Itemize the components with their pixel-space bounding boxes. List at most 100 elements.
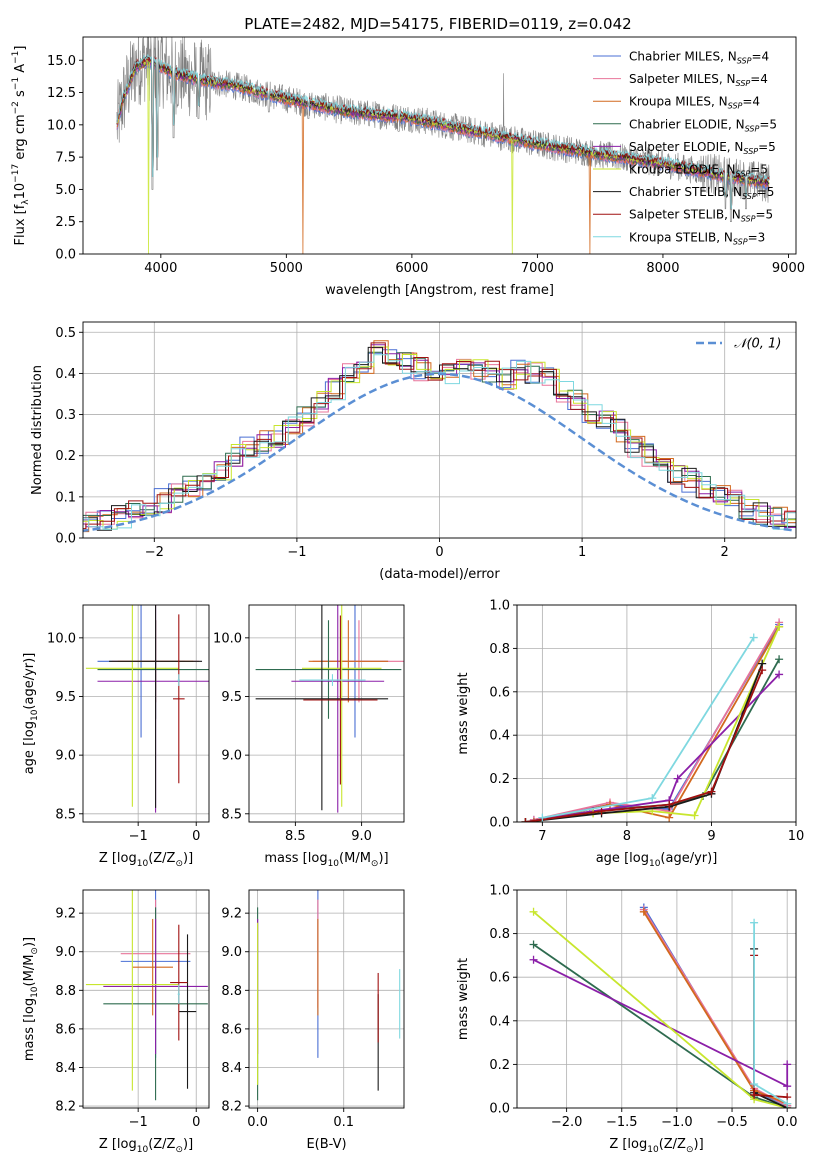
y-tick-label: 8.5 [55, 807, 76, 822]
x-tick-label: −2.0 [551, 1115, 583, 1130]
y-axis-label-part: 10 [30, 709, 40, 721]
x-tick-label: 8 [623, 829, 631, 844]
y-axis-label: mass weight [456, 672, 471, 754]
mass-weight-marker [673, 774, 682, 783]
y-axis-label-part: mass [log [22, 998, 37, 1061]
x-tick-label: 0.1 [333, 1115, 354, 1130]
y-axis-label-part: A [13, 64, 28, 77]
mass-weight-marker [639, 907, 648, 916]
y-axis-label-part: (age/yr)] [22, 653, 37, 710]
mass-weight-marker [750, 1090, 759, 1099]
axes-frame [82, 36, 797, 255]
legend-label-part: =3 [748, 230, 766, 244]
x-axis-label: Z [log10(Z/Z⊙)] [609, 1137, 703, 1155]
mass-weight-marker [758, 666, 767, 675]
mass-weight-marker [783, 1060, 792, 1069]
y-tick-label: 1.0 [489, 599, 510, 614]
histogram-series [83, 349, 796, 535]
y-tick-label: 7.5 [55, 151, 76, 166]
y-tick-label: 8.5 [221, 807, 242, 822]
x-axis-label-part: ⊙ [175, 859, 183, 869]
legend-label-part: =4 [742, 95, 760, 109]
y-axis-label: mass [log10(M/M⊙)] [22, 937, 40, 1061]
plot-area [85, 605, 209, 813]
y-axis-label-part: age [log [22, 721, 37, 774]
mass-weight-marker [775, 622, 784, 631]
y-tick-label: 0.8 [489, 642, 510, 657]
x-axis-label-part: )] [183, 851, 193, 866]
legend-label-part: SSP [733, 237, 748, 246]
mass-weight-marker [529, 955, 538, 964]
y-tick-label: 0.2 [489, 772, 510, 787]
axes-frame [248, 604, 405, 823]
normal-reference-curve [83, 372, 796, 533]
y-tick-label: 0.3 [55, 408, 76, 423]
axes-frame [516, 604, 797, 823]
y-tick-label: 9.0 [55, 749, 76, 764]
model-spectrum-series [116, 53, 770, 210]
x-tick-label: 10 [788, 829, 805, 844]
x-tick-label: −1 [287, 545, 306, 560]
legend-label-part: =5 [759, 117, 777, 131]
mass-weight-marker [750, 1080, 759, 1089]
x-axis-label-part: (age/yr)] [660, 851, 717, 866]
legend-label-part: =5 [755, 208, 773, 222]
mass-weight-marker [538, 813, 547, 822]
y-axis-label-part: −1 [11, 51, 21, 64]
y-tick-label: 0.6 [489, 971, 510, 986]
y-tick-label: 8.6 [221, 1022, 242, 1037]
y-axis-label-part: )] [22, 937, 37, 947]
y-tick-label: 10.0 [213, 631, 242, 646]
axes-frame [82, 889, 210, 1109]
y-tick-label: 9.5 [55, 690, 76, 705]
y-tick-label: 9.0 [221, 945, 242, 960]
legend-label-part: SSP [742, 192, 757, 201]
y-axis-label: Flux [fλ10−17 erg cm−2 s−1 A−1] [11, 46, 31, 246]
histogram-series [83, 354, 796, 530]
x-axis-label-part: age [log [596, 851, 649, 866]
legend-label: Salpeter ELODIE, NSSP=5 [629, 140, 776, 156]
x-axis-label-part: 10 [137, 1145, 149, 1155]
y-tick-label: 0.4 [55, 367, 76, 382]
y-tick-label: 0.0 [489, 816, 510, 831]
x-axis-label: E(B-V) [306, 1137, 346, 1152]
legend-label: Salpeter MILES, NSSP=4 [629, 72, 768, 88]
y-axis-label-part: ⊙ [30, 947, 40, 955]
x-tick-label: −2 [145, 545, 164, 560]
x-axis-label: wavelength [Angstrom, rest frame] [325, 283, 554, 298]
y-axis-label-part: 10 [30, 986, 40, 998]
panel-mass-vs-ebv: 0.0 0.1 8.2 8.4 8.6 8.8 9.0 9.2 E(B-V) [221, 889, 405, 1152]
x-tick-label: 8000 [646, 261, 679, 276]
x-axis-label-part: )] [694, 1137, 704, 1152]
y-axis-label: mass weight [456, 958, 471, 1040]
panel-age-vs-Z: −1 08.59.09.510.0Z [log10(Z/Z⊙)]age [log1… [22, 604, 210, 869]
plot-area [529, 903, 792, 1108]
x-tick-label: 5000 [270, 261, 303, 276]
x-axis-label-part: ⊙ [371, 859, 379, 869]
x-tick-label: 0.0 [777, 1115, 798, 1130]
x-axis-label-part: ⊙ [175, 1145, 183, 1155]
x-tick-label: 9 [707, 829, 715, 844]
x-tick-label: 0 [192, 1115, 200, 1130]
panel-residuals: 𝒩(0, 1) −2 −1 0 1 2 0.0 0.1 0.2 0.3 0.4 0.5 (data-mo… [30, 321, 797, 582]
plot-area [257, 890, 401, 1101]
y-tick-label: 0.4 [489, 729, 510, 744]
y-axis-label: age [log10(age/yr)] [22, 653, 40, 775]
plot-area [116, 37, 770, 254]
mass-weight-marker [665, 813, 674, 822]
mass-weight-marker [690, 811, 699, 820]
y-tick-label: 9.2 [221, 907, 242, 922]
legend-label: Kroupa MILES, NSSP=4 [629, 95, 760, 111]
y-axis-label-part: ] [13, 46, 28, 51]
x-axis-label: mass [log10(M/M⊙)] [264, 851, 388, 869]
x-tick-label: 7000 [521, 261, 554, 276]
x-axis-label: (data-model)/error [379, 567, 500, 582]
y-tick-label: 5.0 [55, 183, 76, 198]
y-tick-label: 10.0 [47, 631, 76, 646]
x-tick-label: 6000 [395, 261, 428, 276]
mass-weight-marker [529, 907, 538, 916]
y-tick-label: 9.2 [55, 907, 76, 922]
y-tick-label: 0.0 [489, 1102, 510, 1117]
legend-label-part: Kroupa STELIB, N [629, 230, 733, 244]
